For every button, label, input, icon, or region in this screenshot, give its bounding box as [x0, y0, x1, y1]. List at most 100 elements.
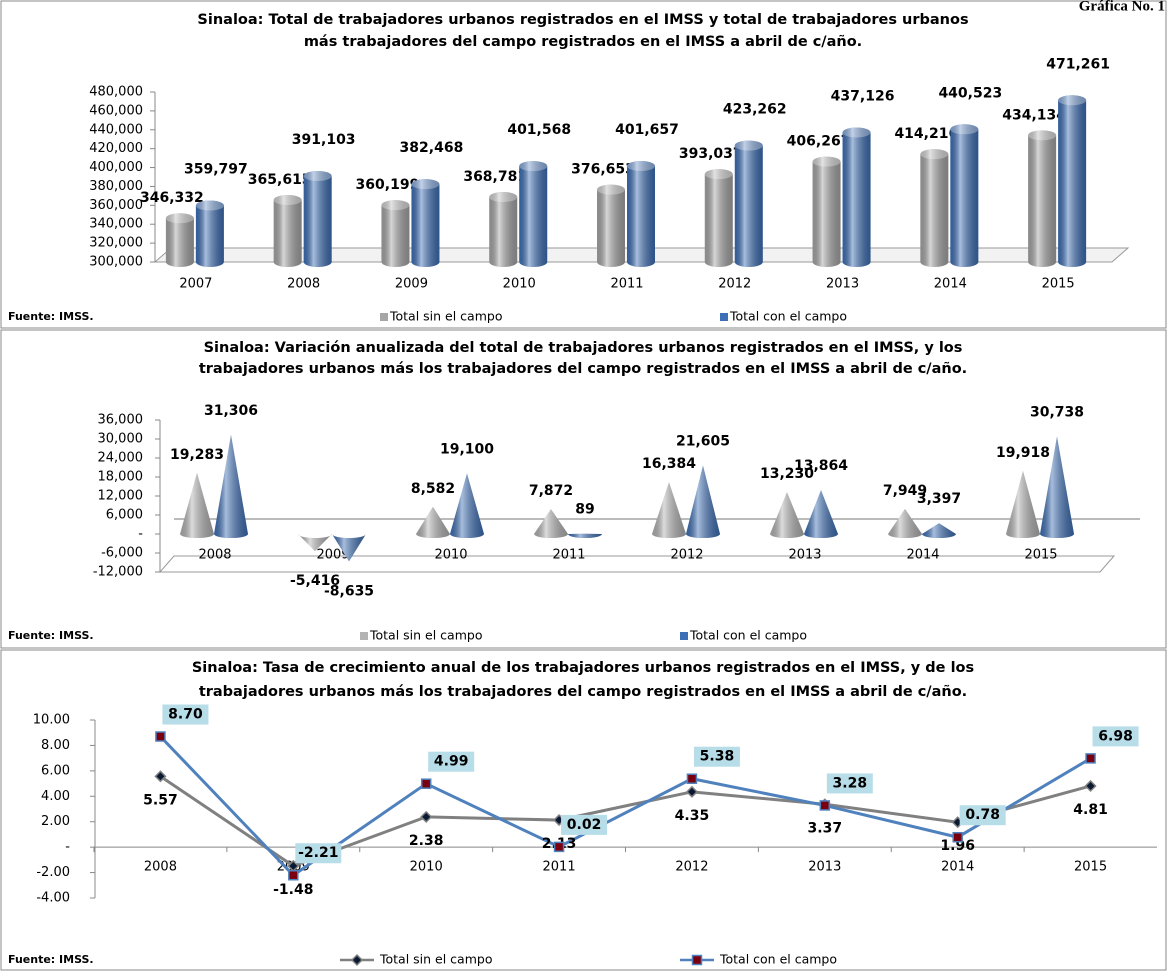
value-label: 89	[575, 502, 594, 518]
label-box	[826, 773, 873, 794]
cone-shine	[652, 482, 686, 538]
cone-shine	[568, 533, 602, 538]
chart-title: más trabajadores del campo registrados e…	[304, 34, 862, 50]
bar-cap	[950, 124, 979, 135]
label-box	[1092, 726, 1139, 747]
bar-cap	[1028, 130, 1057, 141]
value-label: 368,781	[463, 169, 527, 185]
bar-shine	[734, 140, 763, 267]
x-tick-label: 2015	[1024, 548, 1057, 563]
marker	[553, 841, 565, 853]
cone-shine	[770, 492, 804, 538]
y-tick-label: -4.00	[36, 891, 70, 906]
label-box	[561, 814, 608, 835]
x-tick-label: 2011	[543, 860, 576, 875]
value-label: 360,199	[356, 177, 420, 193]
bar-shine	[489, 192, 518, 267]
chart-title: Sinaloa: Total de trabajadores urbanos r…	[197, 12, 968, 28]
cone-shine	[416, 506, 450, 538]
value-label: 4.99	[434, 754, 469, 770]
y-tick-label: 360,000	[89, 198, 143, 213]
legend-swatch	[360, 632, 368, 640]
value-label: 414,216	[894, 126, 958, 142]
value-label: 401,657	[615, 122, 679, 138]
x-tick-label: 2012	[670, 548, 703, 563]
value-label: 7,949	[883, 483, 927, 499]
bar-cap	[273, 195, 302, 206]
x-tick-label: 2009	[316, 548, 349, 563]
x-tick-label: 2009	[395, 277, 428, 292]
bar-cap	[920, 149, 949, 160]
bar-cap	[842, 127, 871, 138]
legend-label: Total sin el campo	[369, 628, 482, 643]
y-tick-label: -12,000	[93, 565, 143, 580]
marker	[952, 831, 963, 843]
x-tick-label: 2010	[434, 548, 467, 563]
y-tick-label: 24,000	[98, 451, 144, 466]
x-tick-label: 2008	[287, 277, 320, 292]
bar-shine	[273, 195, 302, 267]
bar-cap	[597, 184, 625, 195]
legend-label: Total con el campo	[689, 628, 807, 643]
value-label: 437,126	[831, 88, 895, 104]
value-label: 30,738	[1030, 405, 1084, 421]
bar-cap	[519, 161, 548, 172]
panel	[0, 329, 1167, 649]
value-label: 31,306	[204, 403, 258, 419]
y-tick-label: 4.00	[41, 789, 70, 804]
x-tick-label: 2010	[410, 860, 443, 875]
page-header: Gráfica No. 1	[1079, 0, 1165, 14]
y-tick-label: 300,000	[89, 255, 143, 270]
value-label: 423,262	[723, 102, 787, 118]
legend-label: Total sin el campo	[389, 309, 502, 324]
value-label: 19,918	[996, 445, 1050, 461]
legend-label: Total con el campo	[719, 952, 837, 967]
marker	[686, 773, 698, 784]
cone-shine	[922, 523, 956, 538]
marker	[350, 953, 364, 967]
chart-title: Sinaloa: Tasa de crecimiento anual de lo…	[192, 660, 974, 676]
value-label: 0.78	[965, 807, 1000, 823]
marker	[1084, 779, 1097, 793]
cone-shine	[450, 473, 484, 538]
label-box	[693, 746, 740, 767]
x-tick-label: 2008	[144, 860, 177, 875]
bar-shine	[920, 149, 949, 267]
y-tick-label: 340,000	[89, 217, 143, 232]
bar-cap	[812, 156, 841, 167]
x-tick-label: 2015	[1074, 860, 1107, 875]
value-label: 471,261	[1046, 56, 1110, 72]
bar-cap	[381, 200, 410, 211]
x-tick-label: 2014	[941, 860, 974, 875]
floor	[158, 555, 1116, 573]
value-label: 391,103	[292, 132, 356, 148]
y-tick-label: 480,000	[89, 85, 143, 100]
value-label: -8,635	[324, 583, 374, 599]
value-label: 3.37	[808, 820, 843, 836]
x-tick-label: 2014	[906, 548, 939, 563]
value-label: 0.02	[567, 817, 602, 833]
value-label: 440,523	[938, 85, 1002, 101]
value-label: 7,872	[529, 483, 573, 499]
source: Fuente: IMSS.	[8, 310, 94, 323]
bar-shine	[597, 184, 625, 267]
y-tick-label: 18,000	[98, 470, 144, 485]
label-box	[428, 751, 475, 772]
value-label: 434,134	[1002, 107, 1066, 123]
x-tick-label: 2014	[934, 277, 967, 292]
bar-cap	[303, 170, 332, 181]
bar-cap	[1058, 95, 1087, 106]
cone-shine	[686, 465, 720, 538]
marker	[155, 731, 166, 742]
value-label: -1.48	[273, 882, 313, 898]
cone-shine	[1006, 470, 1040, 538]
value-label: 359,797	[184, 162, 248, 178]
legend-swatch	[380, 313, 388, 321]
y-tick-label: -6,000	[101, 546, 143, 561]
value-label: 382,468	[400, 140, 464, 156]
x-tick-label: 2011	[552, 548, 585, 563]
y-tick-label: 6,000	[106, 508, 143, 523]
value-label: 346,332	[140, 190, 204, 206]
marker	[420, 778, 432, 789]
bar-shine	[950, 124, 979, 267]
